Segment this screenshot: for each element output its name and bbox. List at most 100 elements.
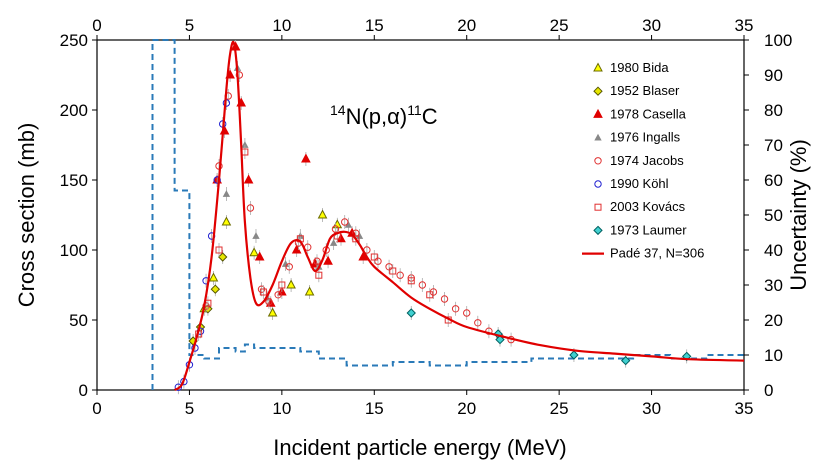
y-tick-label: 200	[60, 101, 88, 120]
x-tick-label: 35	[735, 399, 754, 418]
data-point	[323, 255, 333, 265]
data-point	[252, 232, 260, 239]
data-point	[313, 257, 321, 265]
y-tick-label: 250	[60, 31, 88, 50]
data-point	[385, 263, 393, 271]
data-point	[620, 355, 631, 366]
x-tick-label: 30	[642, 399, 661, 418]
legend-label: Padé 37, N=306	[610, 246, 704, 261]
data-point	[208, 272, 219, 282]
data-point	[370, 253, 378, 261]
x-tick-label-top: 15	[365, 16, 384, 35]
data-point	[278, 281, 286, 289]
data-point	[440, 295, 449, 303]
legend-label: 1973 Laumer	[610, 222, 687, 237]
legend-label: 2003 Kovács	[610, 199, 686, 214]
x-axis-title: Incident particle energy (MeV)	[273, 435, 566, 460]
y2-tick-label: 60	[764, 171, 783, 190]
y2-tick-label: 0	[764, 381, 773, 400]
data-point	[281, 260, 290, 267]
data-point	[336, 233, 346, 243]
data-point	[463, 309, 471, 317]
legend-label: 1978 Casella	[610, 106, 687, 121]
data-point	[474, 319, 482, 327]
legend-marker	[593, 62, 603, 72]
legend-marker	[593, 225, 603, 236]
y2-tick-label: 30	[764, 276, 783, 295]
x-tick-label-top: 20	[457, 16, 476, 35]
legend-marker	[594, 203, 602, 211]
y-tick-label: 150	[60, 171, 88, 190]
data-point	[569, 350, 579, 360]
data-point	[286, 279, 296, 289]
data-point	[246, 204, 255, 212]
legend-label: 1990 Köhl	[610, 176, 669, 191]
legend-marker	[594, 180, 602, 188]
ticks	[92, 35, 749, 395]
data-point	[221, 216, 232, 226]
y2-tick-label: 50	[764, 206, 783, 225]
data-point	[374, 257, 382, 265]
data-point	[249, 247, 259, 257]
fit-curve	[173, 40, 745, 391]
y-tick-label: 100	[60, 241, 88, 260]
data-point	[315, 271, 323, 279]
y2-tick-label: 40	[764, 241, 783, 260]
x-tick-label: 25	[550, 399, 569, 418]
uncertainty-layer	[151, 39, 744, 390]
legend-label: 1952 Blaser	[610, 83, 680, 98]
y-axis-title: Cross section (mb)	[14, 123, 39, 308]
y-tick-label: 50	[69, 311, 88, 330]
x-tick-label: 15	[365, 399, 384, 418]
x-tick-label-top: 10	[272, 16, 291, 35]
data-point	[317, 209, 328, 219]
data-point	[274, 291, 282, 299]
data-point	[301, 153, 311, 163]
legend-label: 1976 Ingalls	[610, 130, 681, 145]
data-point	[329, 239, 338, 246]
data-point	[222, 190, 231, 197]
x-tick-label-top: 30	[642, 16, 661, 35]
y2-tick-label: 70	[764, 136, 783, 155]
reaction-annotation: 14N(p,α)11C	[330, 102, 438, 129]
data-point	[495, 334, 505, 345]
data-point	[265, 298, 273, 306]
data-point	[418, 281, 427, 289]
data-point	[426, 291, 434, 299]
tick-labels: 0055101015152020252530303535050100150200…	[60, 16, 793, 418]
data-point	[451, 305, 460, 313]
x-tick-label: 0	[92, 399, 101, 418]
y2-axis-title: Uncertainty (%)	[786, 139, 811, 291]
data-point	[267, 307, 278, 317]
data-point	[406, 308, 416, 318]
legend-label: 1980 Bida	[610, 60, 669, 75]
legend-marker	[593, 86, 603, 96]
y2-tick-label: 80	[764, 101, 783, 120]
y2-tick-label: 20	[764, 311, 783, 330]
data-point	[235, 71, 244, 79]
y2-tick-label: 90	[764, 66, 783, 85]
x-tick-label: 20	[457, 399, 476, 418]
data-point	[331, 225, 340, 233]
data-point	[243, 174, 254, 184]
data-point	[407, 277, 415, 285]
y2-tick-label: 100	[764, 31, 792, 50]
data-point	[259, 288, 267, 296]
x-tick-label-top: 0	[92, 16, 101, 35]
legend-label: 1974 Jacobs	[610, 153, 684, 168]
legend-marker	[594, 157, 602, 165]
y2-tick-label: 10	[764, 346, 783, 365]
x-tick-label-top: 25	[550, 16, 569, 35]
data-point	[213, 176, 221, 184]
data-point	[341, 218, 349, 226]
fit-curve-layer	[173, 40, 745, 391]
data-point	[217, 252, 228, 262]
data-point	[285, 263, 293, 271]
data-point	[396, 271, 404, 279]
uncertainty-line	[151, 39, 744, 390]
data-point	[174, 383, 183, 391]
data-point	[389, 267, 397, 275]
data-point	[215, 246, 223, 254]
data-point	[304, 286, 315, 296]
